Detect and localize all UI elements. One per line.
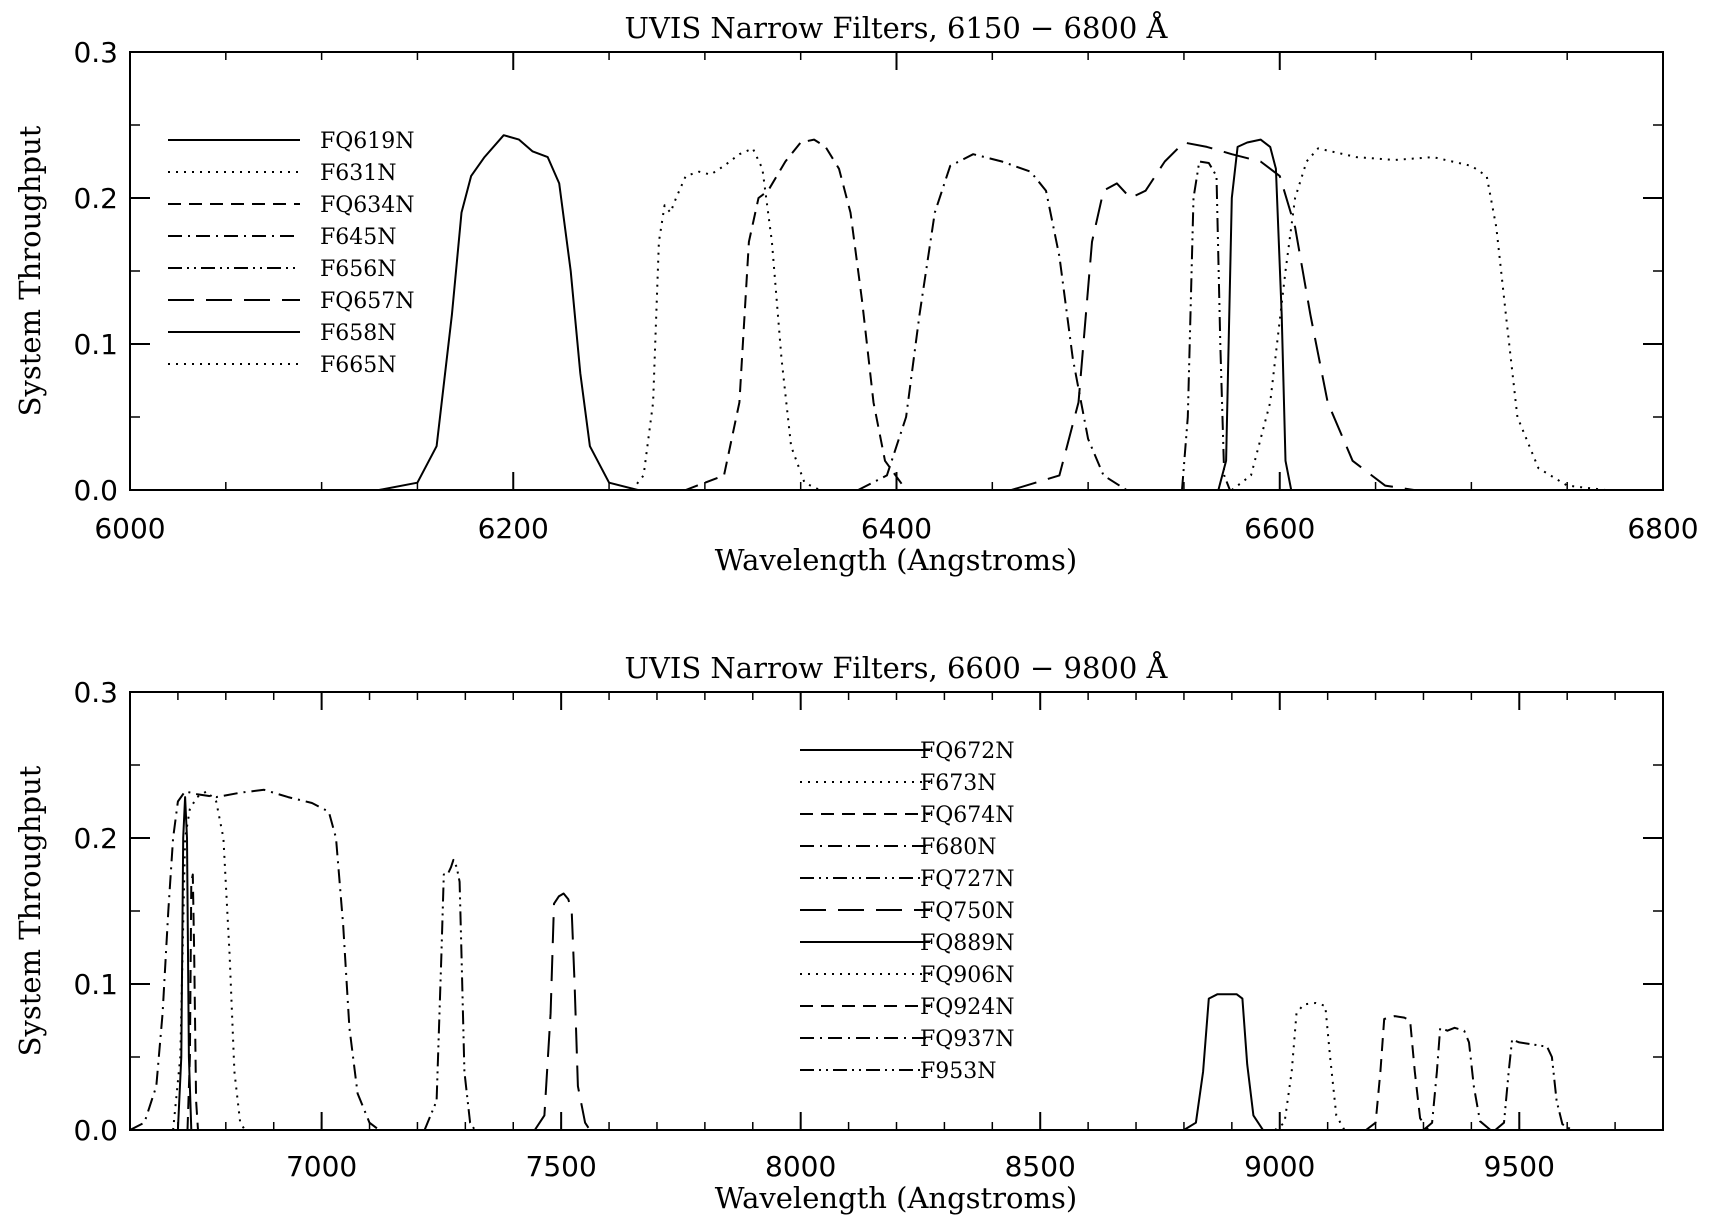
x-axis-label: Wavelength (Angstroms) bbox=[715, 1181, 1077, 1215]
legend-label: F631N bbox=[320, 161, 397, 186]
series-line-fq634n bbox=[685, 138, 907, 490]
series-line-fq937n bbox=[1422, 1026, 1492, 1130]
legend-label: FQ634N bbox=[320, 193, 415, 218]
series-line-fq727n bbox=[423, 858, 476, 1130]
series-line-f656n bbox=[1181, 160, 1231, 490]
legend-label: FQ657N bbox=[320, 289, 415, 314]
chart-top: UVIS Narrow Filters, 6150 − 6800 Å 6000 62… bbox=[13, 10, 1699, 577]
chart-title: UVIS Narrow Filters, 6150 − 6800 Å bbox=[625, 10, 1169, 45]
x-tick-label: 6000 bbox=[94, 512, 165, 545]
x-tick-label: 8000 bbox=[765, 1150, 836, 1183]
series-line-fq906n bbox=[1274, 1002, 1346, 1130]
legend-label: FQ937N bbox=[920, 1027, 1015, 1052]
series-line-f658n bbox=[1217, 138, 1293, 490]
x-tick-label: 6600 bbox=[1244, 512, 1315, 545]
x-tick-label: 8500 bbox=[1005, 1150, 1076, 1183]
series-line-fq619n bbox=[378, 134, 639, 490]
y-tick-label: 0.1 bbox=[73, 968, 118, 1001]
series-line-fq924n bbox=[1365, 1015, 1430, 1130]
y-tick-label: 0.3 bbox=[73, 36, 118, 69]
legend-label: F645N bbox=[320, 225, 397, 250]
y-axis-label: System Throughput bbox=[13, 765, 47, 1056]
legend-label: FQ924N bbox=[920, 995, 1015, 1020]
series-line-fq750n bbox=[533, 892, 591, 1130]
y-tick-label: 0.0 bbox=[73, 1114, 118, 1147]
y-axis-label: System Throughput bbox=[13, 125, 47, 416]
legend-label: F658N bbox=[320, 321, 397, 346]
legend-label: FQ750N bbox=[920, 899, 1015, 924]
series-line-f665n bbox=[1231, 147, 1606, 490]
y-tick-label: 0.0 bbox=[73, 474, 118, 507]
y-tick-label: 0.2 bbox=[73, 822, 118, 855]
legend-label: FQ674N bbox=[920, 803, 1015, 828]
x-tick-label: 9000 bbox=[1244, 1150, 1315, 1183]
chart-bottom: UVIS Narrow Filters, 6600 − 9800 Å 7000 75… bbox=[13, 650, 1664, 1215]
legend-label: FQ727N bbox=[920, 867, 1015, 892]
legend-label: F656N bbox=[320, 257, 397, 282]
y-tick-label: 0.1 bbox=[73, 328, 118, 361]
x-tick-label: 7000 bbox=[286, 1150, 357, 1183]
legend-label: FQ889N bbox=[920, 931, 1015, 956]
series-line-fq889n bbox=[1183, 993, 1264, 1130]
series-line-f953n bbox=[1494, 1038, 1573, 1130]
x-tick-label: 6400 bbox=[861, 512, 932, 545]
y-tick-label: 0.2 bbox=[73, 182, 118, 215]
series-line-f680n bbox=[130, 788, 380, 1130]
series-line-f645n bbox=[857, 153, 1128, 490]
legend-label: F953N bbox=[920, 1059, 997, 1084]
chart-title: UVIS Narrow Filters, 6600 − 9800 Å bbox=[625, 650, 1169, 685]
x-tick-label: 6200 bbox=[478, 512, 549, 545]
legend-label: FQ906N bbox=[920, 963, 1015, 988]
series-line-f673n bbox=[172, 790, 246, 1130]
x-tick-label: 9500 bbox=[1484, 1150, 1555, 1183]
series-line-f631n bbox=[631, 147, 821, 490]
legend-label: F673N bbox=[920, 771, 997, 796]
legend-label: F680N bbox=[920, 835, 997, 860]
series-line-fq674n bbox=[186, 873, 199, 1130]
series-line-fq657n bbox=[1011, 141, 1415, 490]
legend-label: FQ672N bbox=[920, 739, 1015, 764]
x-tick-label: 6800 bbox=[1627, 512, 1698, 545]
legend-label: FQ619N bbox=[320, 129, 415, 154]
y-tick-label: 0.3 bbox=[73, 676, 118, 709]
legend-label: F665N bbox=[320, 353, 397, 378]
x-axis-label: Wavelength (Angstroms) bbox=[715, 543, 1077, 577]
x-tick-label: 7500 bbox=[526, 1150, 597, 1183]
